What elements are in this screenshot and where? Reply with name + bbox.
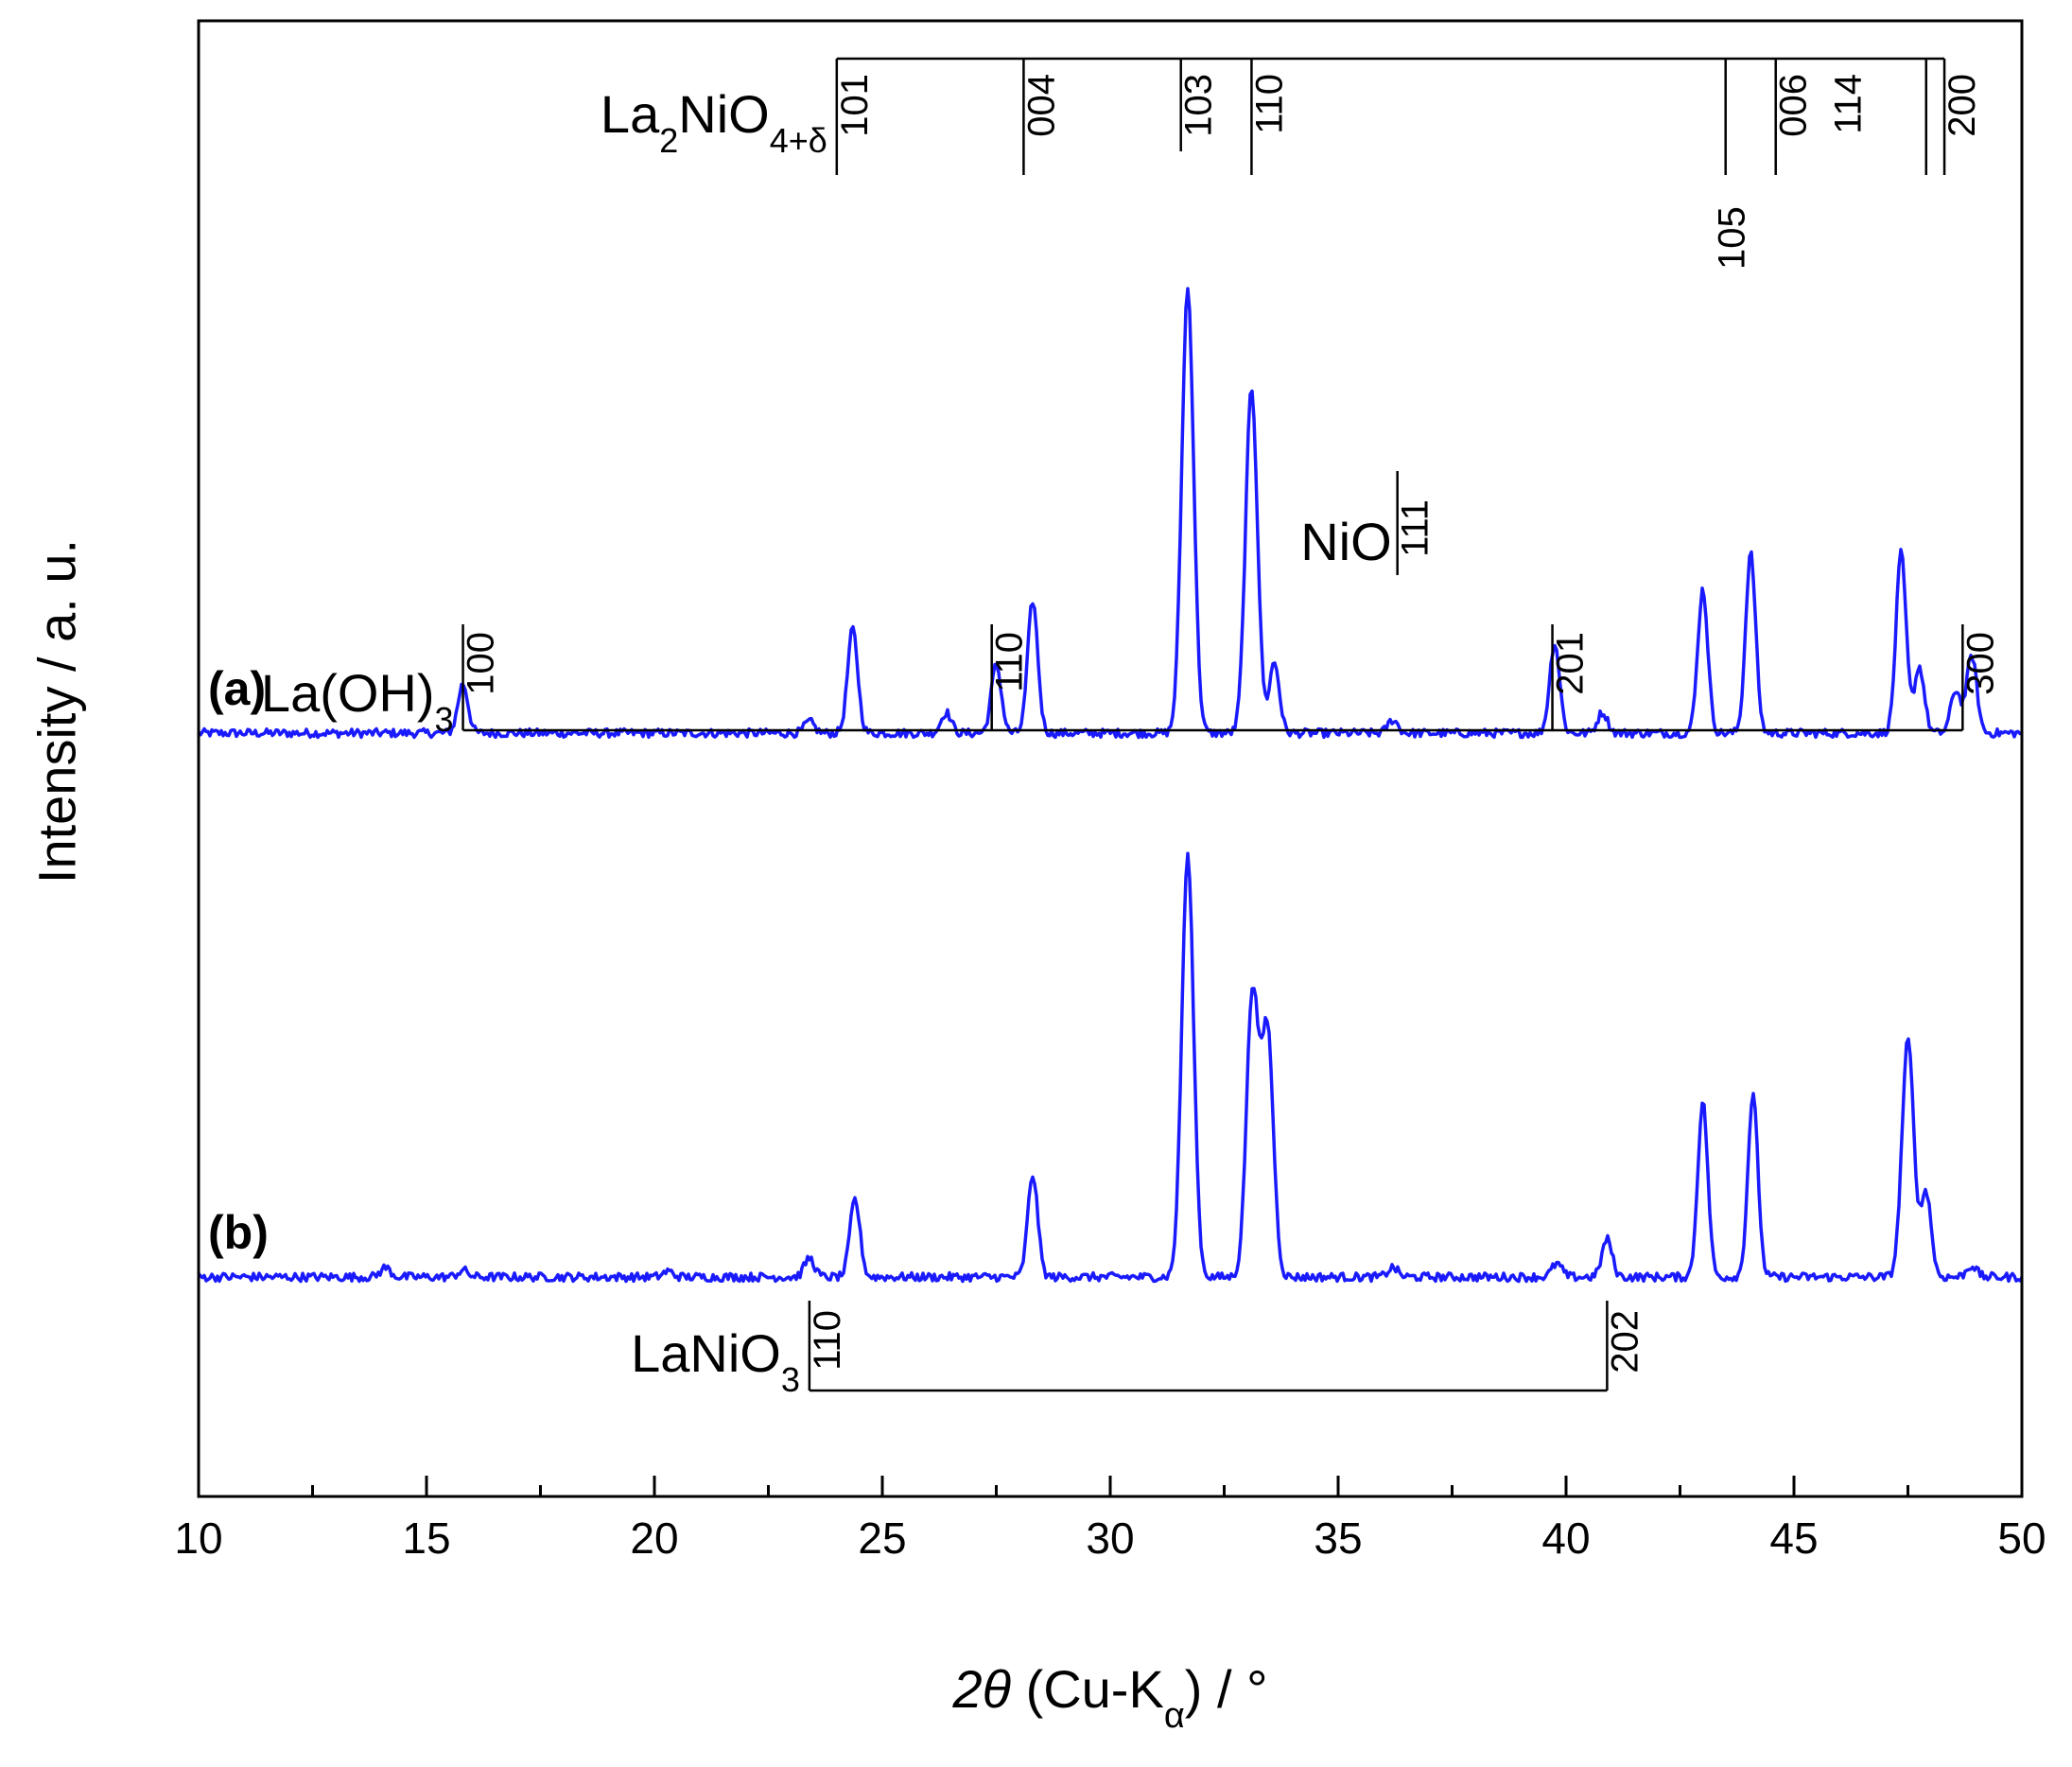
hkl-label: 100 [461,632,502,695]
hkl-label: 004 [1020,74,1062,137]
phase-label: La(OH)3 [261,663,454,739]
hkl-label: 110 [989,632,1031,692]
hkl-label: 200 [1941,74,1983,137]
hkl-label: 110 [1248,74,1290,134]
hkl-label: 300 [1959,632,2001,695]
x-tick-label: 30 [1086,1513,1134,1563]
hkl-label: 101 [834,74,876,137]
phase-label: NiO [1300,512,1391,571]
x-tick-label: 20 [630,1513,678,1563]
x-tick-label: 45 [1769,1513,1818,1563]
series-label: (a) [208,662,266,715]
x-tick-label: 25 [858,1513,906,1563]
phase-label: La2NiO4+δ [601,84,827,160]
hkl-label: 114 [1828,74,1870,134]
hkl-label: 006 [1773,74,1815,137]
hkl-label: 111 [1395,499,1436,557]
x-axis-title: 2θ (Cu-Kα) / ° [951,1659,1267,1736]
x-tick-label: 10 [174,1513,222,1563]
hkl-label: 105 [1712,206,1753,270]
y-axis-title: Intensity / a. u. [27,539,87,884]
diffraction-traces: (a) (b) [197,287,2024,1284]
x-tick-label: 15 [402,1513,450,1563]
x-axis-ticks: 10 15 20 25 30 35 40 45 50 [174,1476,2046,1563]
hkl-label: 202 [1604,1310,1645,1373]
series-label: (b) [208,1206,269,1259]
x-tick-label: 40 [1541,1513,1590,1563]
hkl-label: 103 [1178,74,1220,137]
phase-label: LaNiO3 [631,1323,800,1399]
x-tick-label: 50 [1997,1513,2046,1563]
series-line-b [197,851,2024,1284]
hkl-label: 201 [1550,632,1592,695]
series-line-a [197,287,2023,740]
x-tick-label: 35 [1314,1513,1362,1563]
hkl-label: 110 [807,1310,848,1371]
